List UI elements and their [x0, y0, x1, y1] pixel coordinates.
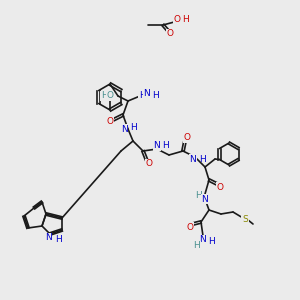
Text: N: N [144, 89, 150, 98]
Text: O: O [217, 182, 224, 191]
Text: H: H [55, 235, 62, 244]
Text: N: N [202, 194, 208, 203]
Text: H: H [152, 91, 159, 100]
Text: O: O [173, 16, 181, 25]
Text: H: H [162, 140, 169, 149]
Text: N: N [200, 236, 206, 244]
Text: H: H [130, 122, 137, 131]
Text: O: O [167, 29, 173, 38]
Text: N: N [154, 142, 160, 151]
Text: O: O [106, 118, 113, 127]
Text: N: N [45, 233, 51, 242]
Text: N: N [121, 124, 128, 134]
Text: N: N [190, 154, 196, 164]
Text: H: H [194, 242, 200, 250]
Text: H: H [139, 91, 145, 100]
Text: H: H [100, 92, 107, 100]
Text: H: H [208, 236, 215, 245]
Text: O: O [106, 92, 113, 100]
Text: O: O [146, 160, 152, 169]
Text: H: H [199, 155, 206, 164]
Text: S: S [242, 214, 248, 224]
Text: O: O [184, 134, 190, 142]
Text: H: H [196, 191, 202, 200]
Text: H: H [182, 16, 189, 25]
Text: O: O [187, 223, 194, 232]
